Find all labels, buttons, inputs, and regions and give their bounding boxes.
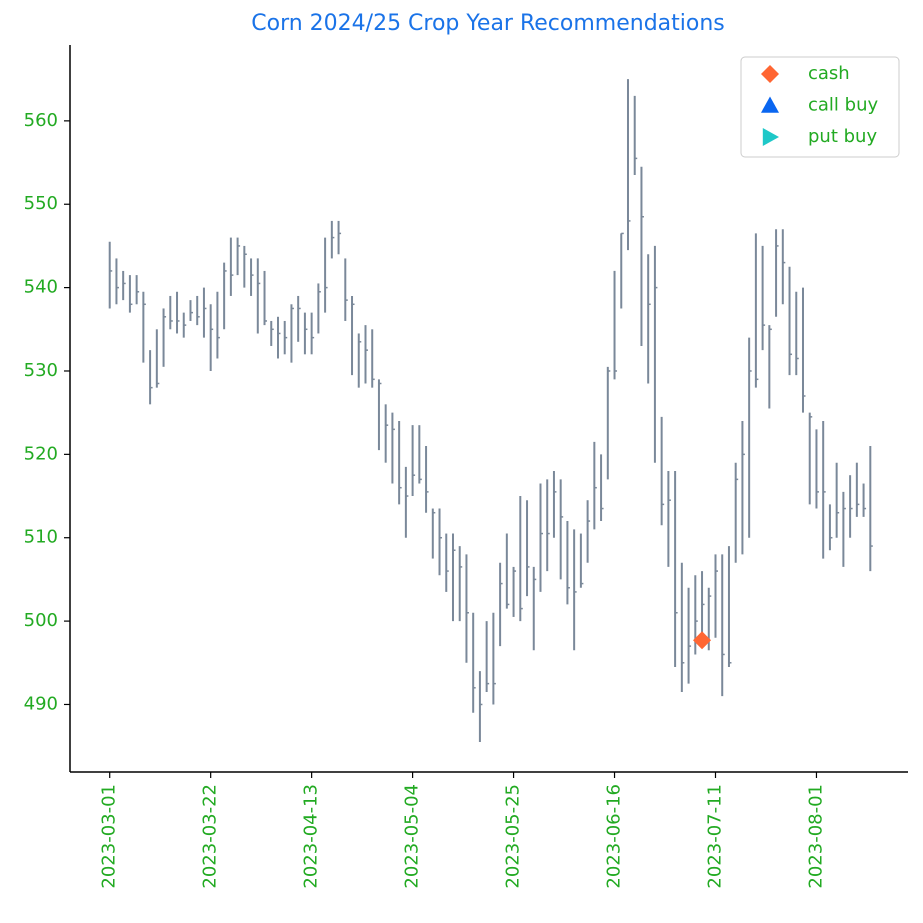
x-tick-label: 2023-03-22 (200, 784, 221, 889)
y-tick-label: 520 (24, 443, 58, 464)
x-tick-label: 2023-05-04 (402, 784, 423, 889)
legend-box (740, 56, 900, 158)
x-tick-label: 2023-06-16 (604, 784, 625, 889)
y-tick-label: 550 (24, 193, 58, 214)
legend-label: put buy (808, 126, 877, 147)
legend-marker (761, 65, 779, 83)
legend: cash call buy put buy (740, 56, 900, 158)
legend-label: call buy (808, 95, 878, 116)
y-tick-label: 490 (24, 693, 58, 714)
marker-diamond (693, 631, 712, 650)
y-tick-label: 510 (24, 527, 58, 548)
y-tick-label: 540 (24, 277, 58, 298)
y-tick-label: 560 (24, 110, 58, 131)
x-tick-label: 2023-08-01 (805, 784, 826, 889)
x-tick-label: 2023-07-11 (704, 784, 725, 889)
chart-title: Corn 2024/25 Crop Year Recommendations (251, 11, 725, 36)
legend-label: cash (808, 63, 850, 84)
x-tick-label: 2023-05-25 (503, 784, 524, 889)
x-tick-label: 2023-03-01 (99, 784, 120, 889)
y-tick-label: 530 (24, 360, 58, 381)
legend-marker (762, 128, 779, 146)
legend-marker (761, 96, 779, 113)
y-tick-label: 500 (24, 610, 58, 631)
x-tick-label: 2023-04-13 (301, 784, 322, 889)
